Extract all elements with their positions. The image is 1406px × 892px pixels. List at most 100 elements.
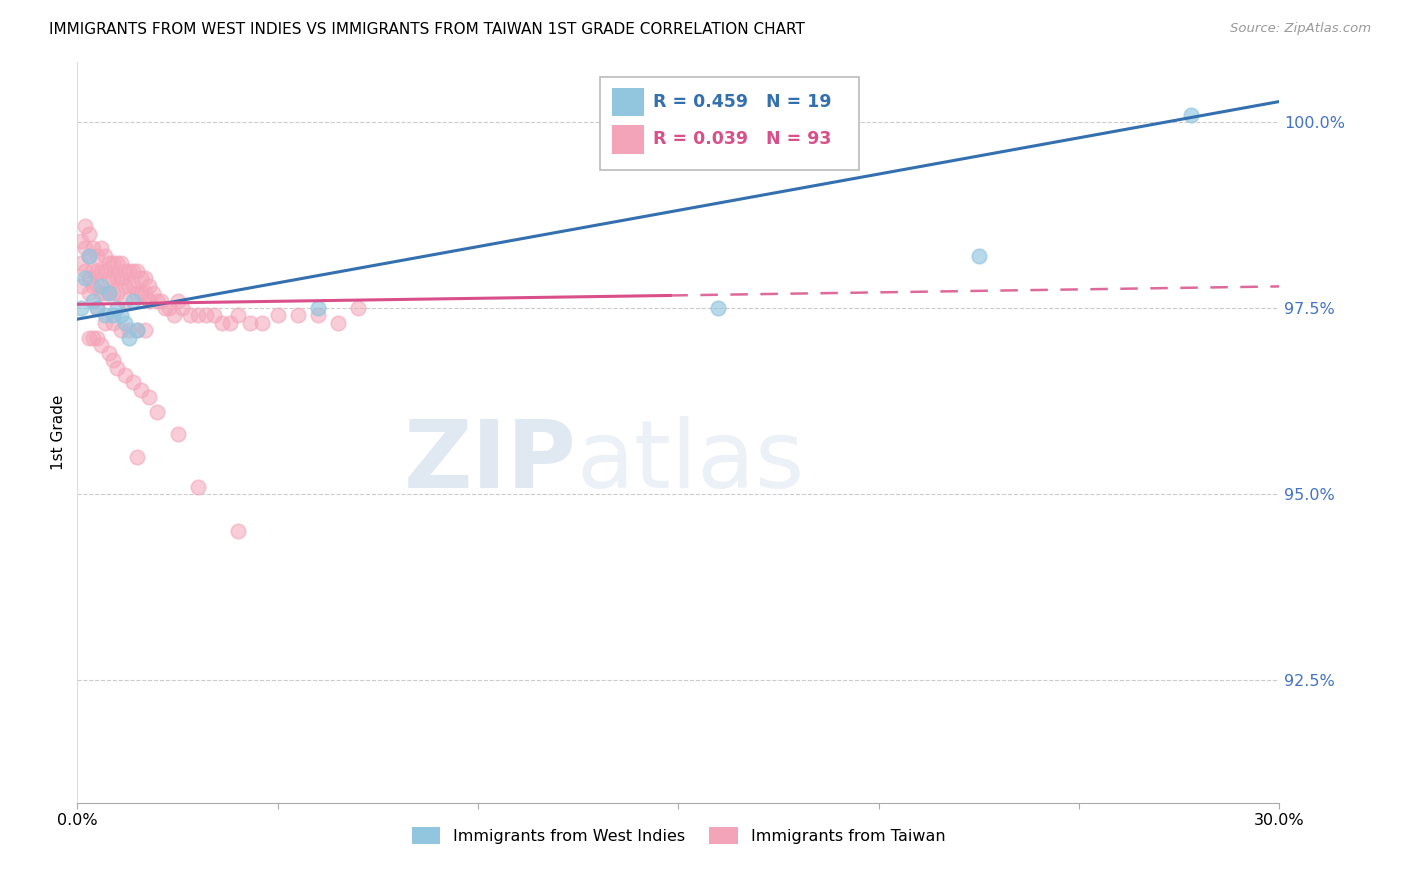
Point [226,309,249,323]
Text: R = 0.039   N = 93: R = 0.039 N = 93 [654,130,831,148]
Point [250,316,273,330]
Bar [612,126,644,153]
Point [79,249,101,263]
Point [90,242,112,256]
Point [86,249,108,263]
Point [107,301,129,315]
Point [75,264,97,278]
Bar [612,88,644,117]
Point [146,293,169,308]
Point [967,249,990,263]
Point [118,323,141,337]
Point [86,301,108,315]
Point [86,264,108,278]
Point [107,256,129,270]
Point [118,264,141,278]
Point [127,323,149,337]
Point [307,309,329,323]
Point [134,271,156,285]
Point [82,242,104,256]
Point [98,345,121,359]
Point [142,286,165,301]
Point [90,338,112,352]
Point [122,264,145,278]
Point [114,368,136,382]
Point [127,286,149,301]
Point [82,264,104,278]
Point [287,309,309,323]
Point [194,309,217,323]
Point [86,331,108,345]
Point [127,450,149,464]
Legend: Immigrants from West Indies, Immigrants from Taiwan: Immigrants from West Indies, Immigrants … [405,821,952,850]
Point [170,301,193,315]
Point [347,301,370,315]
Point [114,264,136,278]
Point [159,301,181,315]
Point [114,316,136,330]
Point [90,286,112,301]
Point [127,264,149,278]
Point [79,271,101,285]
Point [82,293,104,308]
Point [98,286,121,301]
Point [118,278,141,293]
Point [79,331,101,345]
Point [138,293,160,308]
Point [70,278,93,293]
Point [226,524,249,539]
Point [326,316,349,330]
Point [103,309,125,323]
Point [118,331,141,345]
Point [122,376,145,390]
Point [218,316,240,330]
Point [134,286,156,301]
Point [114,278,136,293]
Point [107,286,129,301]
Point [94,286,117,301]
Point [79,249,101,263]
Point [110,256,132,270]
Point [70,301,93,315]
Point [134,323,156,337]
Y-axis label: 1st Grade: 1st Grade [51,395,66,470]
Point [86,278,108,293]
Point [166,427,188,442]
Point [103,353,125,368]
Point [110,271,132,285]
Point [114,293,136,308]
Point [307,301,329,315]
Point [107,271,129,285]
Point [186,309,209,323]
Point [138,390,160,404]
Point [122,278,145,293]
Point [90,264,112,278]
Point [211,316,233,330]
Point [122,293,145,308]
Point [110,309,132,323]
Point [155,301,177,315]
Point [103,256,125,270]
Point [179,309,201,323]
Point [131,383,153,397]
Point [150,293,173,308]
Point [1180,107,1202,121]
Point [79,227,101,241]
Point [131,286,153,301]
Point [107,360,129,375]
Point [202,309,225,323]
Point [86,301,108,315]
FancyBboxPatch shape [600,78,859,169]
Point [162,309,184,323]
Point [239,316,262,330]
Point [98,286,121,301]
Point [90,278,112,293]
Point [70,234,93,248]
Point [94,249,117,263]
Point [75,271,97,285]
Point [127,323,149,337]
Point [146,405,169,419]
Point [79,286,101,301]
Point [70,256,93,270]
Point [131,271,153,285]
